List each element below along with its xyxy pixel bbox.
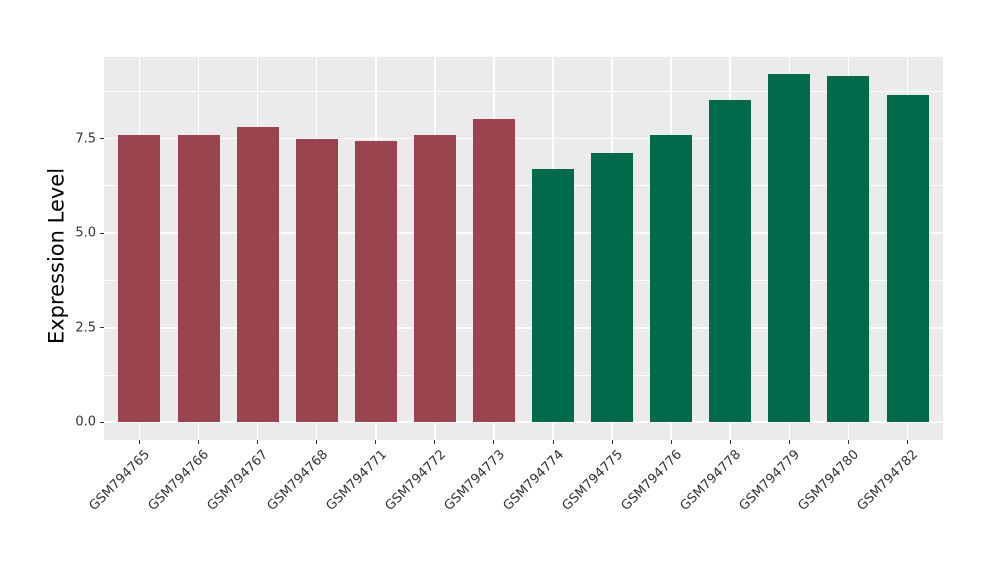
- x-tick-label: GSM794772: [382, 447, 449, 514]
- x-axis-tick: [552, 440, 554, 444]
- major-gridline: [104, 137, 943, 140]
- x-axis-tick: [670, 440, 672, 444]
- x-axis-tick: [611, 440, 613, 444]
- bar-GSM794778: [709, 100, 751, 423]
- y-axis-tick: [100, 138, 104, 140]
- y-tick-label: 2.5: [75, 320, 96, 336]
- bar-GSM794775: [591, 153, 633, 423]
- x-tick-label: GSM794766: [145, 447, 213, 514]
- x-axis-tick: [316, 440, 318, 444]
- minor-gridline: [104, 374, 943, 376]
- x-tick-label: GSM794773: [441, 447, 508, 514]
- y-tick-label: 5.0: [75, 225, 96, 241]
- bar-GSM794772: [414, 135, 456, 423]
- bar-GSM794767: [237, 126, 279, 423]
- major-gridline: [104, 232, 943, 234]
- y-axis-title: Expression Level: [44, 167, 69, 344]
- x-tick-label: GSM794778: [677, 447, 745, 514]
- major-gridline: [104, 326, 943, 329]
- x-axis-tick: [198, 440, 200, 444]
- bar-GSM794766: [178, 134, 220, 423]
- y-tick-label: 0.0: [75, 414, 96, 430]
- y-axis-tick: [100, 327, 104, 329]
- minor-gridline: [104, 185, 943, 187]
- x-tick-label: GSM794771: [323, 447, 390, 514]
- x-axis-tick: [788, 440, 790, 444]
- x-tick-label: GSM794776: [618, 447, 686, 514]
- x-tick-label: GSM794768: [264, 447, 331, 514]
- x-axis-tick: [375, 440, 377, 444]
- x-axis-tick: [847, 440, 849, 444]
- bar-GSM794776: [650, 134, 692, 423]
- x-axis-tick: [434, 440, 436, 444]
- x-tick-label: GSM794775: [559, 447, 627, 514]
- y-tick-label: 7.5: [75, 131, 96, 147]
- bar-GSM794771: [355, 140, 397, 423]
- bar-GSM794779: [768, 74, 810, 423]
- x-tick-label: GSM794767: [204, 447, 272, 514]
- minor-gridline: [104, 279, 943, 281]
- bar-GSM794768: [296, 139, 338, 423]
- x-tick-label: GSM794774: [500, 447, 567, 514]
- bar-GSM794774: [532, 168, 574, 423]
- plot-panel: [104, 57, 943, 440]
- x-tick-label: GSM794782: [854, 447, 922, 514]
- x-tick-label: GSM794779: [736, 447, 804, 514]
- y-axis-tick: [100, 232, 104, 234]
- x-axis-tick: [138, 440, 140, 444]
- x-axis-tick: [493, 440, 495, 444]
- bar-GSM794780: [827, 76, 869, 423]
- x-tick-label: GSM794780: [795, 447, 863, 514]
- bar-GSM794782: [887, 94, 929, 423]
- minor-gridline: [104, 90, 943, 92]
- x-axis-tick: [257, 440, 259, 444]
- x-axis-tick: [729, 440, 731, 444]
- y-axis-tick: [100, 421, 104, 423]
- x-tick-label: GSM794765: [86, 447, 154, 514]
- major-gridline: [104, 421, 943, 424]
- bar-GSM794773: [473, 118, 515, 423]
- bar-GSM794765: [118, 134, 160, 423]
- x-axis-tick: [907, 440, 909, 444]
